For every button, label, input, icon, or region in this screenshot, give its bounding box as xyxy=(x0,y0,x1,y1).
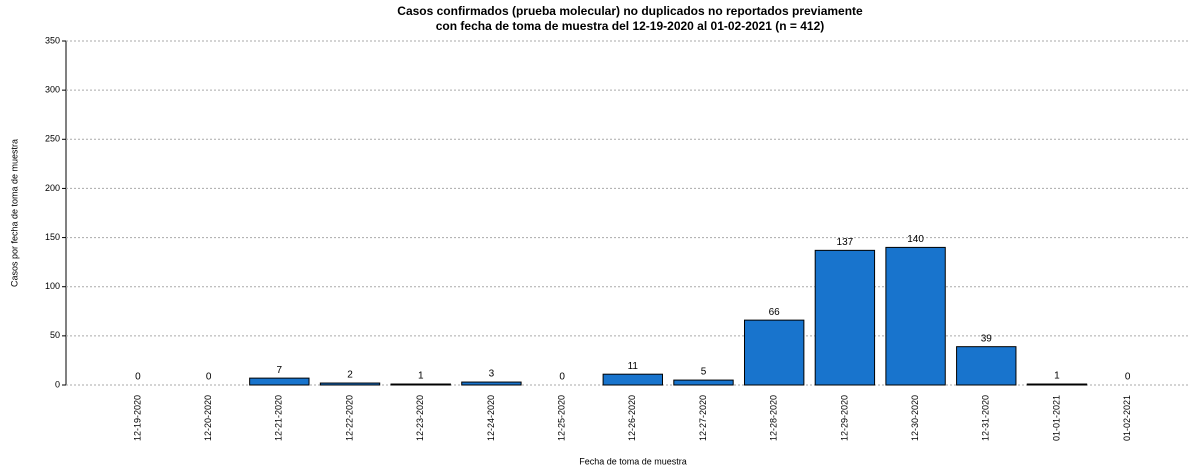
value-label: 140 xyxy=(907,234,924,245)
value-label: 0 xyxy=(559,372,565,383)
chart-title: Casos confirmados (prueba molecular) no … xyxy=(397,4,863,18)
bar xyxy=(673,379,734,386)
bar xyxy=(814,249,876,386)
value-label: 11 xyxy=(628,361,639,372)
value-label: 2 xyxy=(347,370,353,381)
value-label: 1 xyxy=(418,371,424,382)
bar xyxy=(319,382,381,386)
y-tick-label: 300 xyxy=(45,85,60,95)
value-label: 0 xyxy=(206,372,212,383)
value-label: 39 xyxy=(981,333,993,344)
x-tick-label: 12-23-2020 xyxy=(415,395,425,441)
bar xyxy=(956,346,1017,386)
x-tick-label: 12-31-2020 xyxy=(981,395,991,441)
bar xyxy=(602,373,663,386)
bar xyxy=(885,246,946,386)
bar xyxy=(461,381,522,386)
x-tick-label: 12-24-2020 xyxy=(486,395,496,441)
x-tick-label: 12-26-2020 xyxy=(627,395,637,441)
x-axis-title: Fecha de toma de muestra xyxy=(579,456,687,466)
x-tick-label: 12-21-2020 xyxy=(274,395,284,441)
bar xyxy=(390,383,451,386)
y-tick-label: 200 xyxy=(45,183,60,193)
value-label: 66 xyxy=(769,307,781,318)
x-tick-label: 12-29-2020 xyxy=(839,395,849,441)
y-tick-label: 0 xyxy=(55,379,60,389)
y-axis-title: Casos por fecha de toma de muestra xyxy=(9,139,19,287)
y-tick-label: 100 xyxy=(45,281,60,291)
x-tick-label: 01-01-2021 xyxy=(1051,395,1061,441)
x-tick-label: 12-20-2020 xyxy=(203,395,213,441)
value-label: 3 xyxy=(489,369,495,380)
value-label: 137 xyxy=(837,237,854,248)
y-tick-label: 150 xyxy=(45,232,60,242)
y-tick-label: 250 xyxy=(45,134,60,144)
x-tick-label: 01-02-2021 xyxy=(1122,395,1132,441)
bar xyxy=(743,319,805,386)
x-tick-label: 12-28-2020 xyxy=(769,395,779,441)
chart-title: con fecha de toma de muestra del 12-19-2… xyxy=(436,19,825,33)
value-label: 1 xyxy=(1054,371,1060,382)
bar xyxy=(1026,383,1088,386)
x-tick-label: 12-25-2020 xyxy=(556,395,566,441)
y-tick-label: 350 xyxy=(45,35,60,45)
x-tick-label: 12-30-2020 xyxy=(910,395,920,441)
x-tick-label: 12-22-2020 xyxy=(344,395,354,441)
bar xyxy=(249,377,310,386)
value-label: 0 xyxy=(135,372,141,383)
x-tick-label: 12-27-2020 xyxy=(698,395,708,441)
x-tick-label: 12-19-2020 xyxy=(132,395,142,441)
value-label: 7 xyxy=(277,365,283,376)
value-label: 0 xyxy=(1125,372,1131,383)
y-tick-label: 50 xyxy=(50,330,60,340)
value-label: 5 xyxy=(701,367,707,378)
